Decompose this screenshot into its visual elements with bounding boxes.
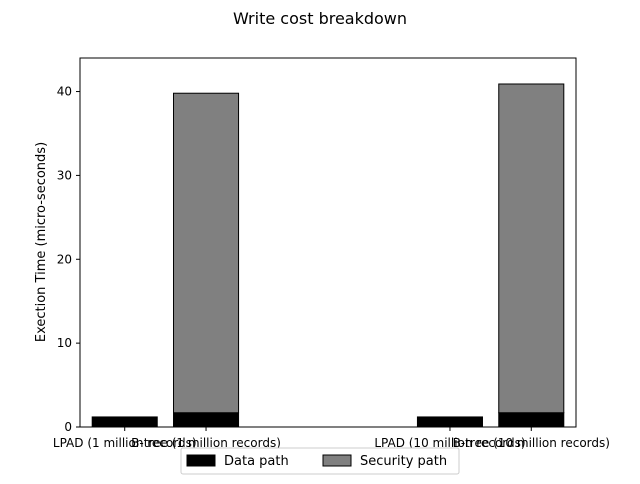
legend-label: Security path bbox=[360, 454, 447, 469]
bar-security-path-1 bbox=[173, 92, 240, 414]
y-tick-label: 0 bbox=[64, 420, 72, 434]
chart-title: Write cost breakdown bbox=[233, 9, 407, 28]
legend-swatch-data-path bbox=[186, 454, 216, 467]
x-tick-label: B-tree (1 million records) bbox=[131, 436, 281, 450]
bar-security-path-3 bbox=[498, 83, 565, 414]
x-axis: LPAD (1 million records)B-tree (1 millio… bbox=[53, 427, 610, 450]
legend-swatch-security-path bbox=[322, 454, 352, 467]
bar-data-path-0 bbox=[91, 416, 158, 428]
plot-frame bbox=[79, 57, 577, 428]
y-axis: 0 10 20 30 40 bbox=[57, 85, 80, 434]
y-tick-label: 20 bbox=[57, 252, 72, 266]
legend-label: Data path bbox=[224, 454, 289, 469]
legend: Data path Security path bbox=[180, 447, 460, 475]
y-tick-label: 30 bbox=[57, 168, 72, 182]
x-tick-label: LPAD (10 million records) bbox=[374, 436, 525, 450]
bars-layer bbox=[91, 83, 565, 428]
bar-data-path-1 bbox=[173, 412, 240, 428]
bar-data-path-3 bbox=[498, 412, 565, 428]
x-tick-label: B-tree (10 million records) bbox=[453, 436, 610, 450]
legend-box bbox=[180, 447, 460, 475]
bar-data-path-2 bbox=[416, 416, 483, 428]
y-tick-label: 40 bbox=[57, 85, 72, 99]
y-tick-label: 10 bbox=[57, 336, 72, 350]
y-axis-label: Exection Time (micro-seconds) bbox=[34, 142, 49, 342]
x-tick-label: LPAD (1 million records) bbox=[53, 436, 197, 450]
